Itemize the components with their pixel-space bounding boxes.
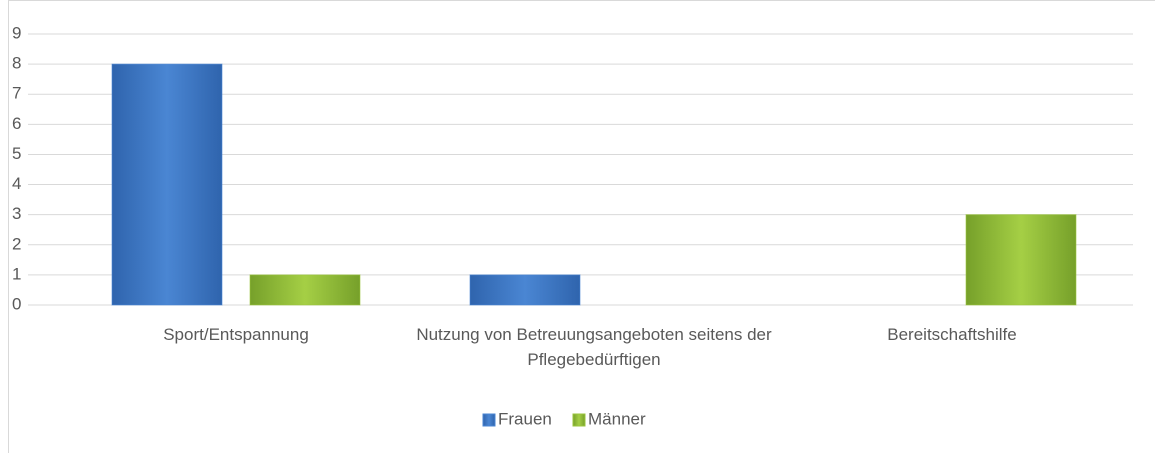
legend-swatch xyxy=(482,413,496,427)
legend-label: Frauen xyxy=(498,409,552,428)
y-tick-label: 3 xyxy=(12,204,21,223)
x-tick-label: Sport/Entspannung xyxy=(163,325,309,344)
y-tick-label: 9 xyxy=(12,23,21,42)
y-tick-label: 2 xyxy=(12,234,21,253)
x-tick-label: Bereitschaftshilfe xyxy=(887,325,1017,344)
bar xyxy=(965,214,1077,306)
y-tick-label: 8 xyxy=(12,54,21,73)
x-tick-label: Nutzung von Betreuungsangeboten seitens … xyxy=(416,325,772,369)
y-tick-label: 5 xyxy=(12,144,21,163)
bar xyxy=(469,274,581,306)
bar xyxy=(249,274,361,306)
y-tick-label: 0 xyxy=(12,294,21,313)
y-tick-label: 7 xyxy=(12,84,21,103)
y-tick-label: 4 xyxy=(12,174,21,193)
legend-swatch xyxy=(572,413,586,427)
bar xyxy=(111,63,223,306)
y-tick-label: 1 xyxy=(12,264,21,283)
legend-label: Männer xyxy=(588,409,646,428)
y-tick-label: 6 xyxy=(12,114,21,133)
